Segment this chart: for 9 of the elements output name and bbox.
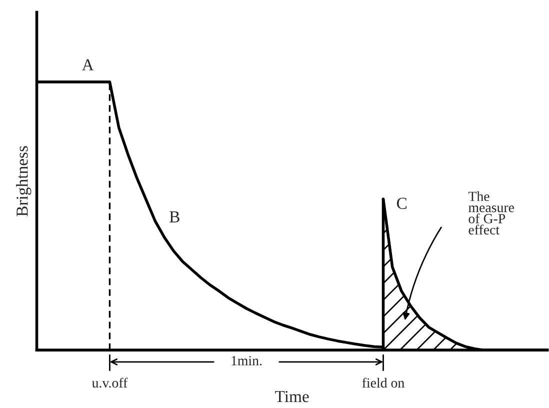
x-tick-label: u.v.off xyxy=(92,378,128,388)
text: 1min. xyxy=(232,356,262,366)
annotation: The measure of G-P effect xyxy=(468,191,514,235)
x-tick-label: field on xyxy=(362,378,404,388)
y-axis-title: Brightness xyxy=(16,146,32,216)
annotation: B xyxy=(170,211,180,222)
text: A xyxy=(82,59,94,70)
annotation: C xyxy=(396,198,406,209)
x-axis-title: Time xyxy=(275,390,309,402)
